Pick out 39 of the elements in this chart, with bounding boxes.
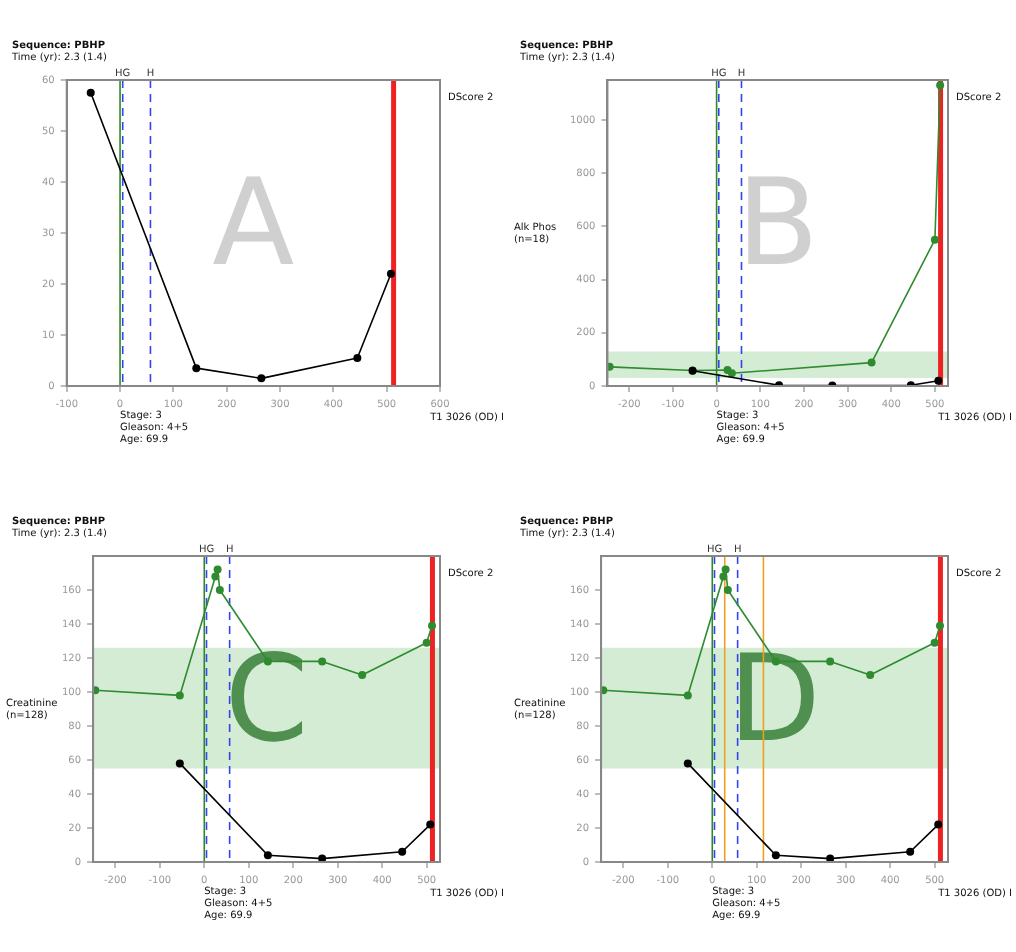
point	[398, 847, 407, 856]
point	[318, 854, 327, 862]
point	[826, 657, 835, 666]
point	[422, 638, 431, 647]
point	[607, 362, 614, 371]
point	[826, 854, 835, 862]
point	[353, 353, 362, 362]
point	[934, 376, 943, 385]
point	[601, 686, 608, 695]
point	[721, 565, 730, 574]
point	[683, 691, 692, 700]
point	[263, 851, 272, 860]
point	[211, 572, 220, 581]
point	[427, 621, 436, 630]
point	[866, 671, 875, 679]
point	[930, 638, 939, 647]
point	[771, 851, 780, 860]
point	[934, 820, 943, 829]
point	[426, 820, 435, 829]
point	[358, 671, 367, 679]
point	[683, 759, 692, 768]
point	[86, 88, 95, 97]
point	[215, 586, 224, 594]
point	[257, 374, 266, 383]
annotation: C	[224, 630, 309, 771]
point	[936, 81, 945, 90]
point	[386, 269, 395, 278]
point	[93, 686, 100, 695]
point	[175, 691, 184, 700]
point	[930, 235, 939, 244]
point	[723, 586, 732, 594]
point	[906, 847, 915, 856]
point	[192, 364, 201, 373]
point	[213, 565, 222, 574]
point	[935, 621, 944, 630]
point	[867, 358, 876, 367]
point	[175, 759, 184, 768]
point	[318, 657, 327, 666]
point	[719, 572, 728, 581]
